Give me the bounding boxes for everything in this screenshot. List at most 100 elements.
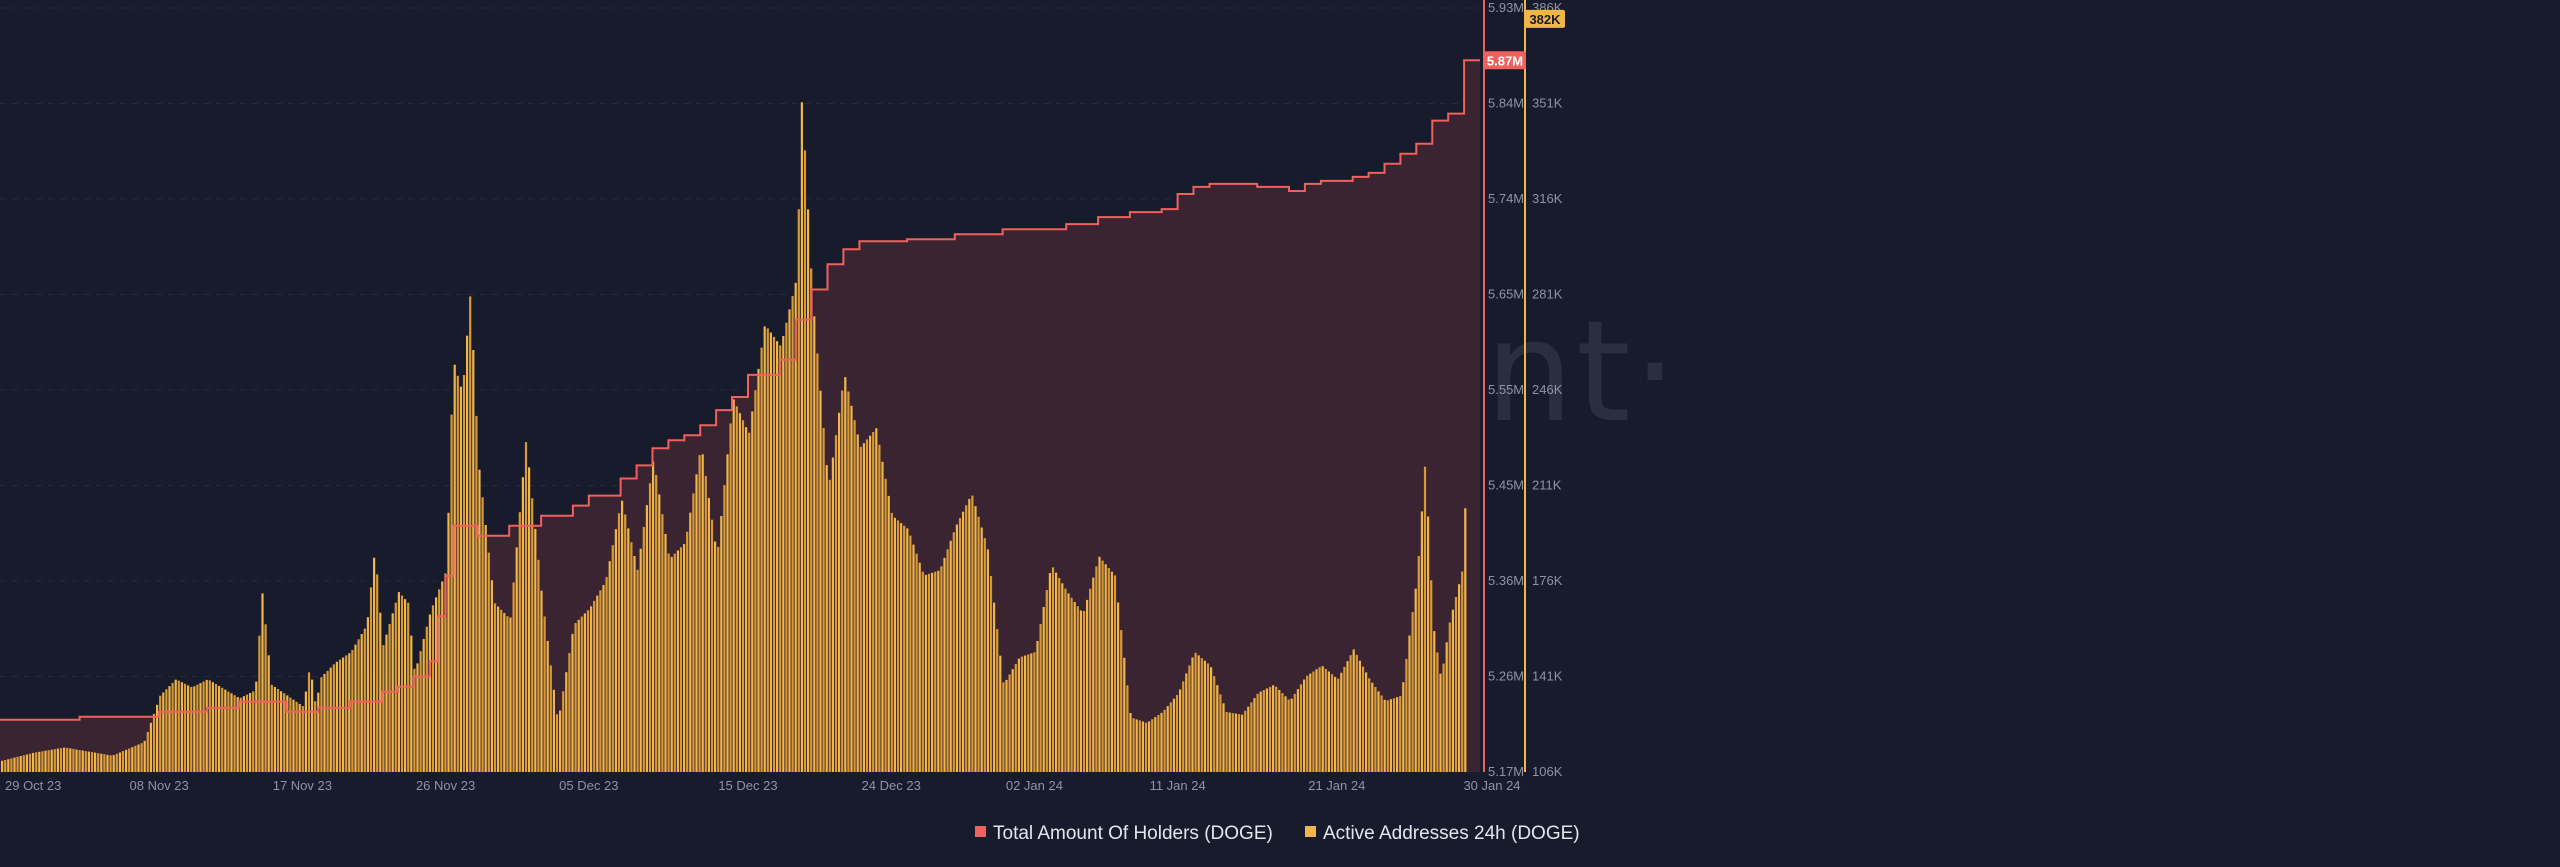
legend-item-holders[interactable]: Total Amount Of Holders (DOGE) bbox=[975, 823, 1273, 844]
active-addresses-bar bbox=[354, 644, 357, 772]
active-addresses-bar bbox=[1011, 669, 1014, 772]
active-addresses-bar bbox=[410, 635, 413, 772]
active-addresses-bar bbox=[726, 454, 729, 772]
active-addresses-bar bbox=[735, 406, 738, 772]
active-addresses-bar bbox=[56, 748, 59, 772]
active-addresses-bar bbox=[704, 476, 707, 772]
active-addresses-bar bbox=[974, 506, 977, 772]
active-addresses-bar bbox=[1144, 722, 1148, 772]
active-addresses-bar bbox=[546, 640, 549, 772]
active-addresses-bar bbox=[1228, 712, 1231, 772]
active-addresses-bar bbox=[1002, 682, 1005, 772]
active-addresses-bar bbox=[187, 685, 190, 772]
active-addresses-bar bbox=[748, 432, 751, 772]
active-addresses-bar bbox=[503, 613, 506, 772]
active-addresses-bar bbox=[577, 619, 580, 772]
active-addresses-bar bbox=[1185, 673, 1188, 772]
active-axis-tick: 246K bbox=[1532, 382, 1563, 397]
active-addresses-bar bbox=[304, 691, 307, 772]
active-addresses-bar bbox=[958, 518, 962, 772]
active-addresses-bar bbox=[766, 328, 769, 772]
active-addresses-bar bbox=[940, 566, 943, 772]
active-addresses-bar bbox=[692, 493, 695, 772]
active-addresses-bar bbox=[1175, 695, 1179, 772]
active-addresses-bar bbox=[1020, 656, 1024, 772]
active-addresses-bar bbox=[1219, 694, 1222, 772]
active-addresses-bar bbox=[689, 512, 692, 772]
active-addresses-bar bbox=[1253, 698, 1256, 772]
active-addresses-bar bbox=[311, 679, 314, 772]
active-addresses-bar bbox=[140, 743, 143, 772]
active-addresses-bar bbox=[562, 691, 565, 772]
active-addresses-bar bbox=[720, 516, 723, 772]
active-addresses-bar bbox=[1380, 695, 1383, 772]
x-axis-tick: 08 Nov 23 bbox=[130, 778, 189, 793]
active-addresses-bar bbox=[1154, 717, 1157, 772]
active-addresses-bar bbox=[255, 681, 258, 772]
holders-axis-tick: 5.45M bbox=[1488, 478, 1524, 493]
active-addresses-bar bbox=[438, 589, 441, 772]
active-addresses-bar bbox=[732, 399, 735, 772]
active-addresses-bar bbox=[1058, 578, 1061, 772]
active-addresses-bar bbox=[245, 694, 249, 772]
active-addresses-bar bbox=[1017, 658, 1020, 772]
active-addresses-bar bbox=[856, 434, 859, 772]
active-addresses-bar bbox=[506, 616, 509, 772]
active-addresses-bar bbox=[608, 561, 611, 772]
active-addresses-bar bbox=[769, 332, 772, 772]
active-addresses-bar bbox=[1005, 679, 1008, 772]
active-addresses-bar bbox=[87, 751, 90, 772]
active-addresses-bar bbox=[1132, 718, 1135, 772]
holders-axis-tick: 5.26M bbox=[1488, 669, 1524, 684]
active-addresses-bar bbox=[534, 529, 537, 772]
active-addresses-bar bbox=[1, 760, 4, 772]
holders-axis-tick: 5.65M bbox=[1488, 287, 1524, 302]
active-addresses-bar bbox=[338, 659, 342, 772]
active-addresses-bar bbox=[921, 571, 924, 772]
active-addresses-bar bbox=[524, 442, 528, 772]
active-addresses-bar bbox=[1157, 715, 1160, 772]
active-addresses-bar bbox=[893, 517, 896, 772]
active-addresses-bar bbox=[518, 512, 521, 772]
active-addresses-bar bbox=[537, 559, 540, 772]
active-addresses-bar bbox=[971, 495, 974, 772]
active-addresses-bar bbox=[1076, 606, 1079, 772]
active-addresses-bar bbox=[128, 748, 131, 772]
active-addresses-bar bbox=[413, 668, 416, 772]
active-addresses-bar bbox=[1337, 678, 1340, 772]
active-addresses-bar bbox=[1256, 693, 1259, 772]
active-addresses-bar bbox=[624, 514, 627, 772]
active-addresses-bar bbox=[565, 672, 568, 772]
active-addresses-bar bbox=[1222, 703, 1225, 772]
active-addresses-bar bbox=[202, 681, 205, 772]
active-addresses-bar bbox=[1420, 511, 1423, 772]
active-addresses-bar bbox=[44, 750, 47, 772]
active-addresses-bar bbox=[1368, 678, 1371, 772]
active-addresses-bar bbox=[1247, 706, 1250, 772]
active-addresses-bar bbox=[1033, 652, 1036, 772]
active-addresses-bar bbox=[348, 653, 351, 772]
active-addresses-bar bbox=[571, 633, 574, 772]
legend[interactable]: Total Amount Of Holders (DOGE) Active Add… bbox=[975, 823, 1580, 844]
legend-item-active-addresses[interactable]: Active Addresses 24h (DOGE) bbox=[1305, 823, 1580, 844]
active-addresses-bar bbox=[962, 511, 965, 772]
active-addresses-bar bbox=[1358, 660, 1361, 772]
active-addresses-bar bbox=[1234, 713, 1237, 772]
active-addresses-bar bbox=[35, 752, 38, 772]
active-addresses-bar bbox=[872, 432, 875, 772]
active-addresses-bar bbox=[500, 609, 503, 772]
active-addresses-bar bbox=[1324, 668, 1327, 772]
active-addresses-bar bbox=[1284, 696, 1287, 772]
active-addresses-bar bbox=[1262, 690, 1265, 772]
active-addresses-bar bbox=[1281, 693, 1284, 772]
active-addresses-bar bbox=[1303, 679, 1306, 772]
active-addresses-bar bbox=[50, 749, 53, 772]
active-addresses-bar bbox=[658, 494, 661, 772]
active-addresses-bar bbox=[630, 542, 633, 772]
active-addresses-bar bbox=[69, 748, 72, 772]
active-addresses-bar bbox=[236, 697, 239, 772]
active-addresses-bar bbox=[952, 532, 955, 772]
active-addresses-bar bbox=[661, 514, 664, 772]
active-axis-tick: 106K bbox=[1532, 764, 1563, 779]
active-addresses-bar bbox=[286, 695, 289, 772]
